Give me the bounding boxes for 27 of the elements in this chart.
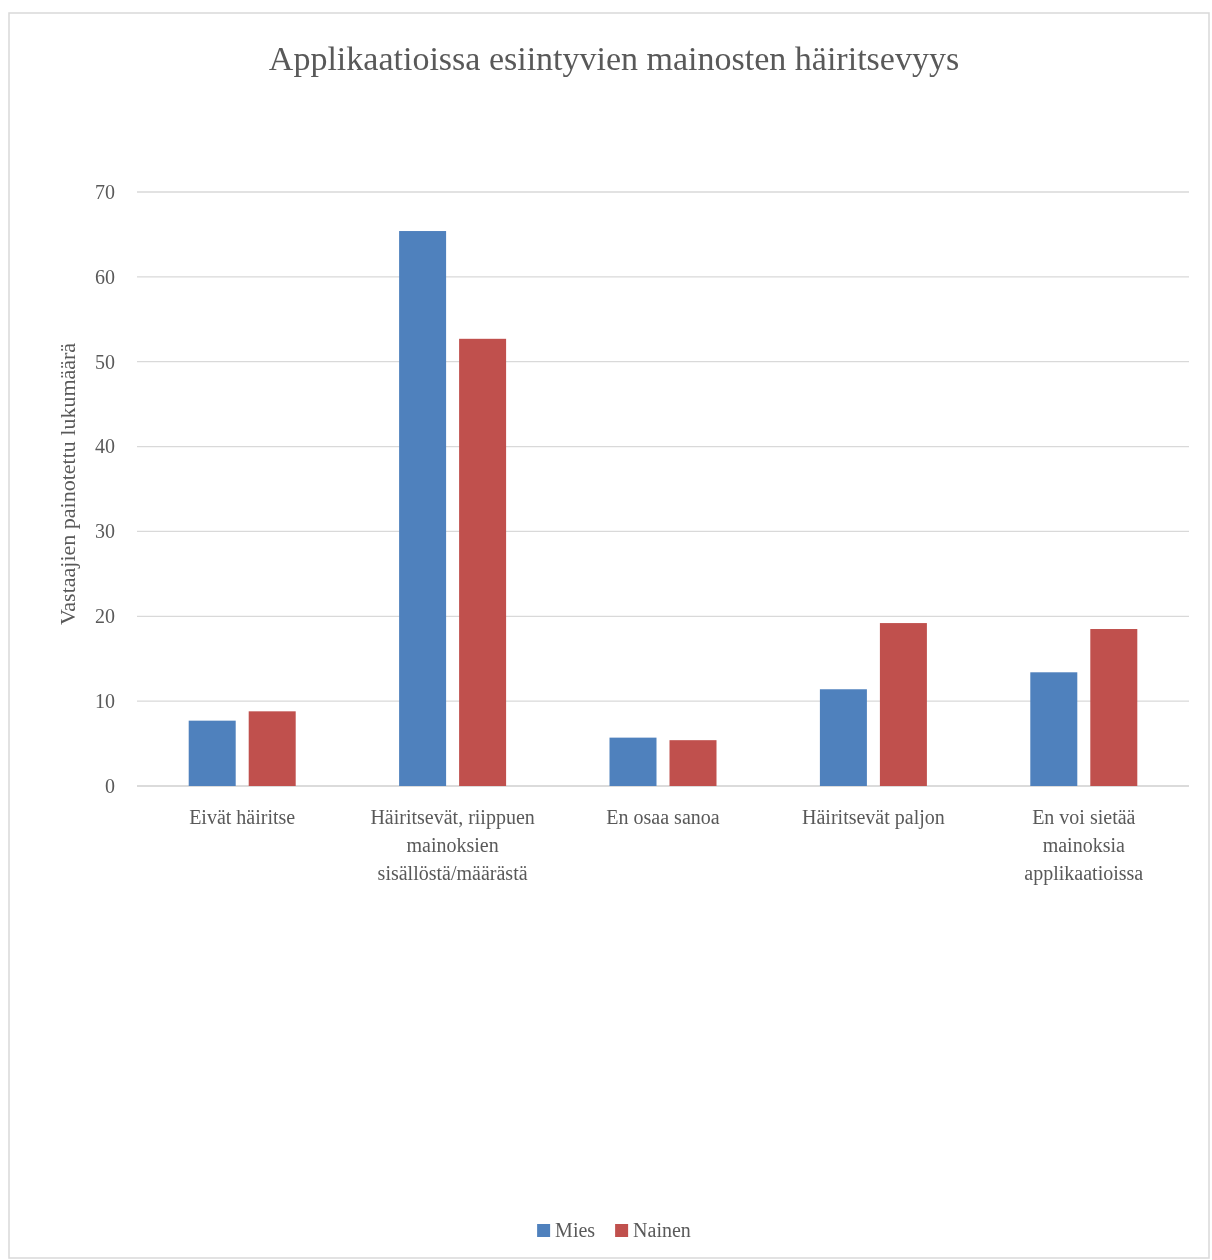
bar (879, 623, 927, 786)
bar (609, 737, 657, 786)
bar (399, 231, 447, 786)
y-tick-label: 10 (95, 690, 115, 713)
y-tick-label: 40 (95, 435, 115, 458)
x-tick-label: Häiritsevät, riippuen mainoksien sisällöstä/määrästä (370, 806, 535, 884)
x-tick-label: Häiritsevät paljon (802, 806, 945, 829)
y-tick-label: 0 (105, 774, 115, 797)
y-tick-label: 50 (95, 350, 115, 373)
legend-label: Nainen (633, 1219, 691, 1241)
legend-label: Mies (555, 1219, 596, 1241)
bar (459, 338, 507, 786)
chart-title: Applikaatioissa esiintyvien mainosten häiritsevyys (268, 40, 960, 77)
bar (1090, 629, 1138, 786)
x-tick-label: En voi sietää mainoksia applikaatioissa (1024, 806, 1144, 885)
bar (1030, 672, 1078, 786)
y-axis-title: Vastaajien painotettu lukumäärä (55, 342, 80, 626)
x-tick-label: En osaa sanoa (606, 806, 720, 828)
y-tick-label: 30 (95, 520, 115, 543)
y-tick-label: 70 (95, 180, 115, 203)
x-tick-label: Eivät häiritse (189, 806, 296, 828)
y-tick-label: 20 (95, 605, 115, 628)
bar (188, 720, 236, 786)
bar (819, 689, 867, 786)
bar (248, 711, 296, 786)
bar (669, 740, 717, 786)
y-tick-label: 60 (95, 265, 115, 288)
